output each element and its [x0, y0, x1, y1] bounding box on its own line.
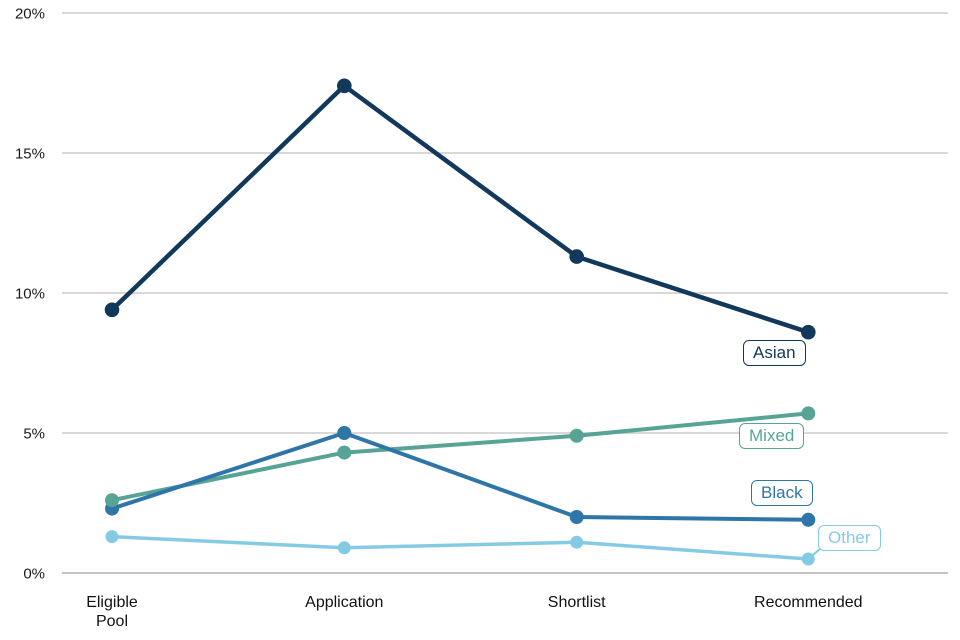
data-point-other-3 — [801, 552, 815, 566]
data-point-mixed-3 — [801, 406, 816, 421]
series-label-asian: Asian — [743, 340, 806, 366]
y-tick-label: 15% — [15, 146, 45, 163]
data-point-mixed-2 — [569, 428, 584, 443]
data-point-black-1 — [337, 426, 352, 440]
data-point-asian-1 — [337, 78, 352, 94]
data-point-asian-2 — [569, 249, 584, 264]
y-tick-label: 10% — [15, 286, 45, 303]
x-category-label: Recommended — [754, 594, 863, 611]
series-line-mixed — [110, 411, 811, 503]
data-point-mixed-0 — [105, 493, 119, 508]
x-category-label: Application — [305, 594, 383, 611]
series-label-mixed: Mixed — [739, 423, 805, 449]
series-line-black — [110, 431, 811, 522]
x-category-label: Shortlist — [548, 594, 606, 611]
data-point-black-2 — [569, 510, 584, 524]
data-point-black-3 — [801, 512, 816, 527]
x-category-label: Pool — [96, 613, 128, 630]
data-point-asian-0 — [104, 302, 120, 318]
series-label-other: Other — [818, 525, 881, 551]
data-point-other-0 — [105, 530, 119, 544]
series-line-asian — [109, 83, 811, 335]
y-tick-label: 0% — [23, 566, 45, 583]
data-point-other-1 — [337, 541, 351, 555]
series-line-other — [110, 534, 811, 561]
data-point-mixed-1 — [337, 445, 352, 460]
y-tick-label: 5% — [23, 426, 45, 443]
data-point-asian-3 — [801, 324, 816, 340]
x-category-label: Eligible — [86, 594, 138, 611]
data-point-other-2 — [570, 535, 584, 549]
series-label-black: Black — [751, 480, 813, 506]
y-tick-label: 20% — [15, 6, 45, 23]
